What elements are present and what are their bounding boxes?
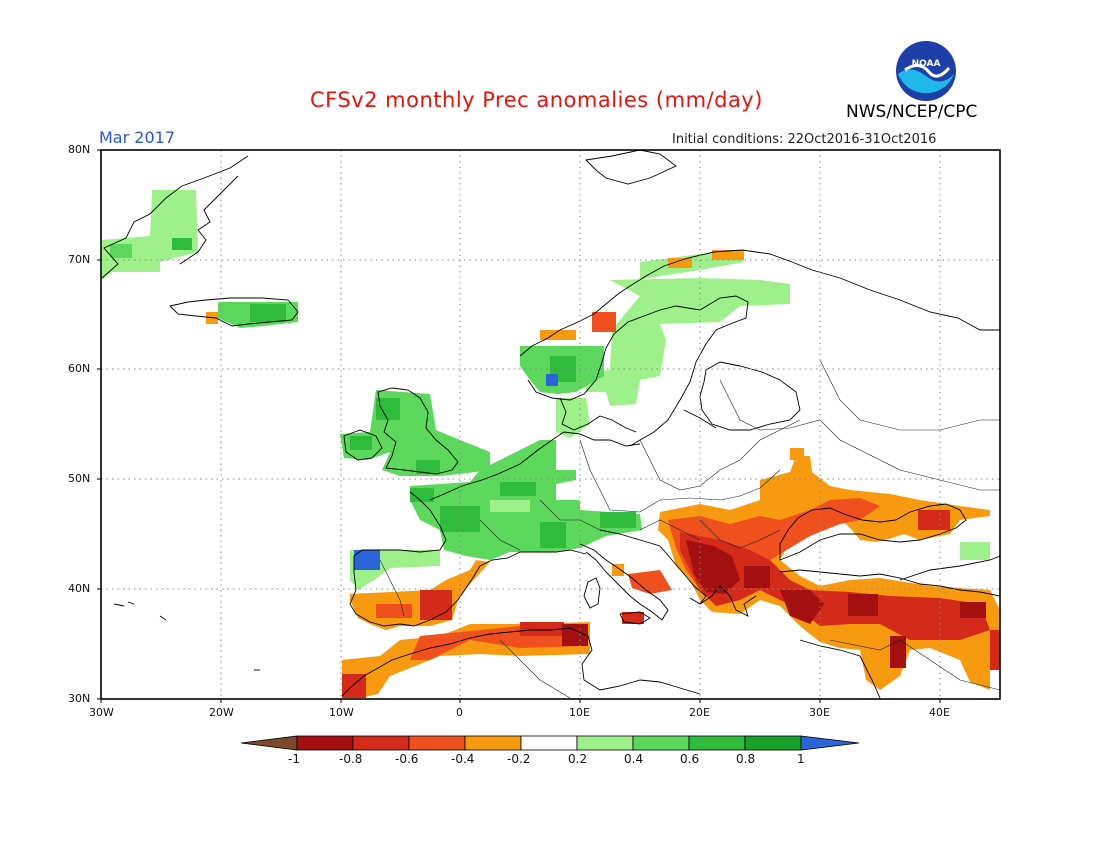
colorbar <box>240 735 860 751</box>
lon-label-10w: 10W <box>329 706 354 719</box>
lon-label-10e: 10E <box>569 706 590 719</box>
colorbar-label: 0.2 <box>568 752 588 766</box>
colorbar-label: 0.8 <box>736 752 756 766</box>
tick-marks <box>97 149 941 703</box>
organization-label: NWS/NCEP/CPC <box>846 102 978 122</box>
lon-label-20w: 20W <box>209 706 234 719</box>
lon-label-40e: 40E <box>929 706 950 719</box>
colorbar-arrow-low <box>240 735 298 751</box>
colorbar-label: -0.8 <box>339 752 363 766</box>
colorbar-label: 0.6 <box>680 752 700 766</box>
borders <box>379 359 1000 699</box>
colorbar-label: -0.6 <box>395 752 419 766</box>
anomaly-scandinavia-green <box>586 278 790 406</box>
map-frame <box>100 149 1001 700</box>
noaa-logo-text: NOAA <box>912 59 941 69</box>
colorbar-bin <box>744 735 802 751</box>
colorbar-bin <box>520 735 578 751</box>
colorbar-label: 1 <box>797 752 805 766</box>
lat-label-70n: 70N <box>68 253 91 266</box>
month-label: Mar 2017 <box>99 128 175 147</box>
lat-label-40n: 40N <box>68 582 91 595</box>
coastlines <box>101 150 1000 699</box>
colorbar-label: -0.2 <box>507 752 531 766</box>
anomaly-british-isles <box>340 390 490 476</box>
colorbar-bin <box>296 735 354 751</box>
lon-label-0: 0 <box>456 706 463 719</box>
lat-label-80n: 80N <box>68 143 91 156</box>
lon-label-30e: 30E <box>809 706 830 719</box>
noaa-logo: NOAA <box>896 41 956 101</box>
colorbar-bin <box>688 735 746 751</box>
colorbar-label: -0.4 <box>451 752 475 766</box>
colorbar-bin <box>408 735 466 751</box>
colorbar-bin <box>576 735 634 751</box>
anomaly-fields <box>102 190 1000 698</box>
colorbar-bin <box>632 735 690 751</box>
lon-label-20e: 20E <box>689 706 710 719</box>
colorbar-bin <box>464 735 522 751</box>
colorbar-label: -1 <box>288 752 300 766</box>
lat-label-50n: 50N <box>68 472 91 485</box>
grid <box>101 150 1000 699</box>
anomaly-greenland <box>102 190 198 280</box>
colorbar-label: 0.4 <box>624 752 644 766</box>
colorbar-arrow-high <box>800 735 860 751</box>
initial-conditions-label: Initial conditions: 22Oct2016-31Oct2016 <box>672 132 937 147</box>
lat-label-30n: 30N <box>68 692 91 705</box>
lon-label-30w: 30W <box>89 706 114 719</box>
colorbar-bin <box>352 735 410 751</box>
lat-label-60n: 60N <box>68 362 91 375</box>
chart-title: CFSv2 monthly Prec anomalies (mm/day) <box>310 88 763 112</box>
